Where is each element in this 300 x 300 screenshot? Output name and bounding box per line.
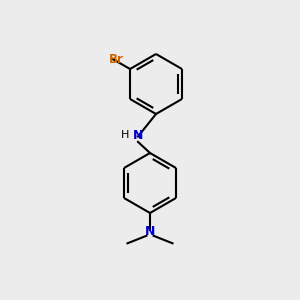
Text: H: H — [121, 130, 130, 140]
Text: Br: Br — [109, 53, 124, 66]
Text: N: N — [145, 225, 155, 238]
Text: N: N — [133, 129, 143, 142]
